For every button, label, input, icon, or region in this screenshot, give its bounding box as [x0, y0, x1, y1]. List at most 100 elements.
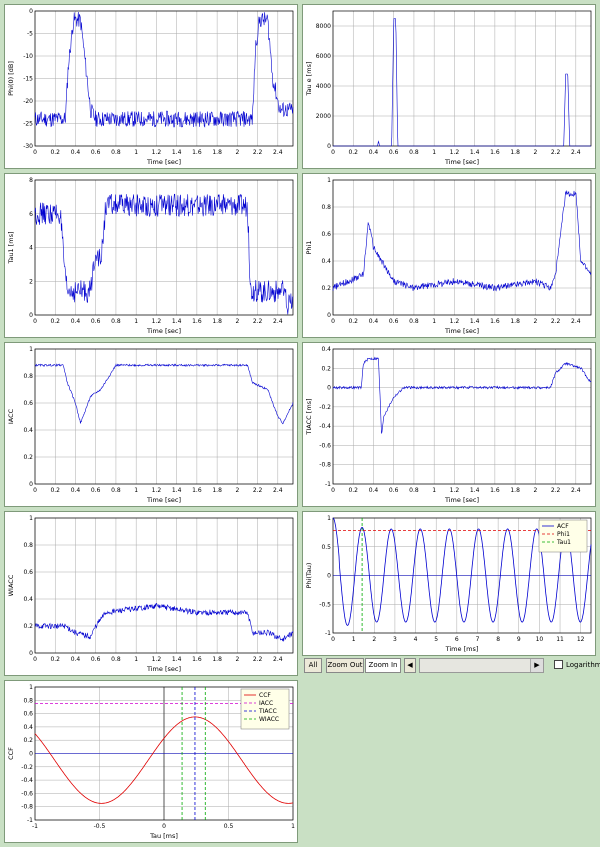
chart-tau-e-svg: 0 0.2 0.4 0.6 0.8 1 1.2 1.4 1.6 1.8 2 2.2 2.4 0 2000 40… — [305, 10, 592, 166]
x-tick-label: 0.4 — [71, 149, 81, 156]
y-tick-label: -0.6 — [21, 790, 33, 797]
series-line — [332, 356, 592, 434]
legend-label: IACC — [259, 700, 273, 707]
x-axis-label: Tau [ms] — [149, 832, 178, 840]
y-tick-label: 0.5 — [321, 544, 331, 551]
y-axis-label: IACC — [7, 408, 15, 424]
legend-box — [538, 519, 588, 553]
x-tick-label: 1.2 — [450, 318, 460, 325]
x-tick-label: 1.8 — [510, 318, 520, 325]
x-tick-label: 1.6 — [192, 656, 202, 663]
y-tick-label: 1 — [327, 515, 331, 522]
x-axis-label: Time [sec] — [146, 496, 181, 504]
zoom-toolbar: All Zoom Out Zoom In ◀ ▶ Logarithm — [304, 658, 600, 674]
y-tick-label: 6000 — [316, 53, 331, 60]
y-axis-label: Phi1 — [305, 241, 313, 255]
x-tick-label: 1.6 — [490, 149, 500, 156]
x-tick-label: 1 — [432, 318, 436, 325]
logarithm-label: Logarithm — [566, 661, 600, 669]
all-button[interactable]: All — [304, 658, 322, 673]
x-tick-label: 0 — [33, 656, 37, 663]
x-tick-label: 0.8 — [111, 656, 121, 663]
x-tick-label: 2.2 — [253, 487, 263, 494]
y-tick-label: -30 — [23, 143, 33, 150]
x-tick-label: 1.2 — [450, 149, 460, 156]
x-tick-label: 1.4 — [172, 318, 182, 325]
legend-label: TIACC — [258, 708, 277, 715]
zoom-in-button[interactable]: Zoom In — [365, 658, 401, 673]
x-tick-label: 2 — [235, 318, 239, 325]
x-tick-label: 10 — [536, 636, 544, 643]
chart-tiacc-svg: 0 0.2 0.4 0.6 0.8 1 1.2 1.4 1.6 1.8 2 2.2 2.4 -1 -0.8 -… — [305, 346, 592, 504]
x-tick-label: 1.2 — [152, 149, 162, 156]
x-tick-label: 1.8 — [212, 149, 222, 156]
series-line — [34, 363, 294, 425]
y-tick-label: 0 — [327, 312, 331, 319]
y-tick-label: -1 — [27, 817, 33, 824]
chart-tau1-svg: 0 0.2 0.4 0.6 0.8 1 1.2 1.4 1.6 1.8 2 2.2 2.4 0 2 4 6 8 Ti… — [7, 177, 294, 335]
x-tick-label: 1.8 — [212, 487, 222, 494]
time-scrollbar[interactable]: ▶ — [419, 658, 544, 673]
zoom-out-button[interactable]: Zoom Out — [326, 658, 364, 673]
x-tick-label: 5 — [434, 636, 438, 643]
y-tick-label: 0 — [29, 481, 33, 488]
x-tick-label: 1.4 — [470, 487, 480, 494]
x-tick-label: 2 — [533, 318, 537, 325]
x-tick-label: 0.2 — [348, 318, 358, 325]
chart-phi0: 0 0.2 0.4 0.6 0.8 1 1.2 1.4 1.6 1.8 2 2.2 2.4 -30 -25 -… — [4, 4, 298, 169]
y-tick-label: -1 — [325, 630, 331, 637]
y-tick-label: 0 — [29, 751, 33, 758]
x-axis-label: Time [ms] — [445, 645, 479, 653]
chart-tau-e: 0 0.2 0.4 0.6 0.8 1 1.2 1.4 1.6 1.8 2 2.2 2.4 0 2000 40… — [302, 4, 596, 169]
x-axis-label: Time [sec] — [444, 327, 479, 335]
y-tick-label: 0.2 — [321, 365, 331, 372]
y-tick-label: 0.8 — [23, 697, 33, 704]
x-axis-label: Time [sec] — [444, 496, 479, 504]
x-tick-label: 1.6 — [490, 318, 500, 325]
series-line — [34, 602, 294, 642]
x-tick-label: 2 — [235, 149, 239, 156]
x-tick-label: 0.6 — [91, 318, 101, 325]
legend-label: Tau1 — [556, 539, 571, 546]
x-tick-label: 2.2 — [551, 318, 561, 325]
x-tick-label: 1.4 — [172, 487, 182, 494]
y-tick-label: 0 — [29, 312, 33, 319]
y-tick-label: 0 — [327, 143, 331, 150]
y-tick-label: -0.6 — [319, 442, 331, 449]
x-tick-label: 2.2 — [253, 149, 263, 156]
chart-phi0-svg: 0 0.2 0.4 0.6 0.8 1 1.2 1.4 1.6 1.8 2 2.2 2.4 -30 -25 -… — [7, 8, 294, 166]
y-tick-label: -0.4 — [319, 423, 331, 430]
x-tick-label: 8 — [496, 636, 500, 643]
scroll-left-button[interactable]: ◀ — [404, 658, 416, 673]
plot-frame — [332, 179, 592, 316]
x-tick-label: 2 — [235, 656, 239, 663]
y-tick-label: 0.4 — [23, 427, 33, 434]
x-tick-label: 0.8 — [111, 149, 121, 156]
scroll-right-arrow[interactable]: ▶ — [530, 659, 543, 672]
x-tick-label: 2 — [533, 149, 537, 156]
x-tick-label: 2 — [533, 487, 537, 494]
y-tick-label: 0.2 — [23, 454, 33, 461]
y-axis-label: Phi(0) [dB] — [7, 61, 15, 96]
x-tick-label: 1.6 — [192, 149, 202, 156]
chart-wiacc-svg: 0 0.2 0.4 0.6 0.8 1 1.2 1.4 1.6 1.8 2 2.2 2.4 0 0.2 0.4… — [7, 515, 294, 673]
x-tick-label: 0.8 — [409, 149, 419, 156]
x-tick-label: 0 — [331, 318, 335, 325]
y-tick-label: -0.2 — [319, 404, 331, 411]
y-tick-label: 0.6 — [321, 231, 331, 238]
x-tick-label: 0.5 — [224, 823, 234, 830]
x-tick-label: 2.2 — [253, 318, 263, 325]
x-tick-label: 3 — [393, 636, 397, 643]
y-tick-label: -0.4 — [21, 777, 33, 784]
x-tick-label: 12 — [577, 636, 585, 643]
x-tick-label: 0 — [331, 487, 335, 494]
x-tick-label: 0.6 — [91, 487, 101, 494]
x-tick-label: 1.4 — [470, 149, 480, 156]
logarithm-checkbox[interactable] — [554, 660, 563, 669]
x-tick-label: 0.4 — [71, 487, 81, 494]
chart-acf: 0 1 2 3 4 5 6 7 8 9 10 11 12 -1 -0.5 0 0.5 1 Time [ms] Phi(… — [302, 511, 596, 656]
y-axis-label: TIACC [ms] — [305, 398, 313, 435]
x-tick-label: 7 — [476, 636, 480, 643]
x-tick-label: 2.4 — [273, 149, 283, 156]
y-tick-label: -10 — [23, 53, 33, 60]
